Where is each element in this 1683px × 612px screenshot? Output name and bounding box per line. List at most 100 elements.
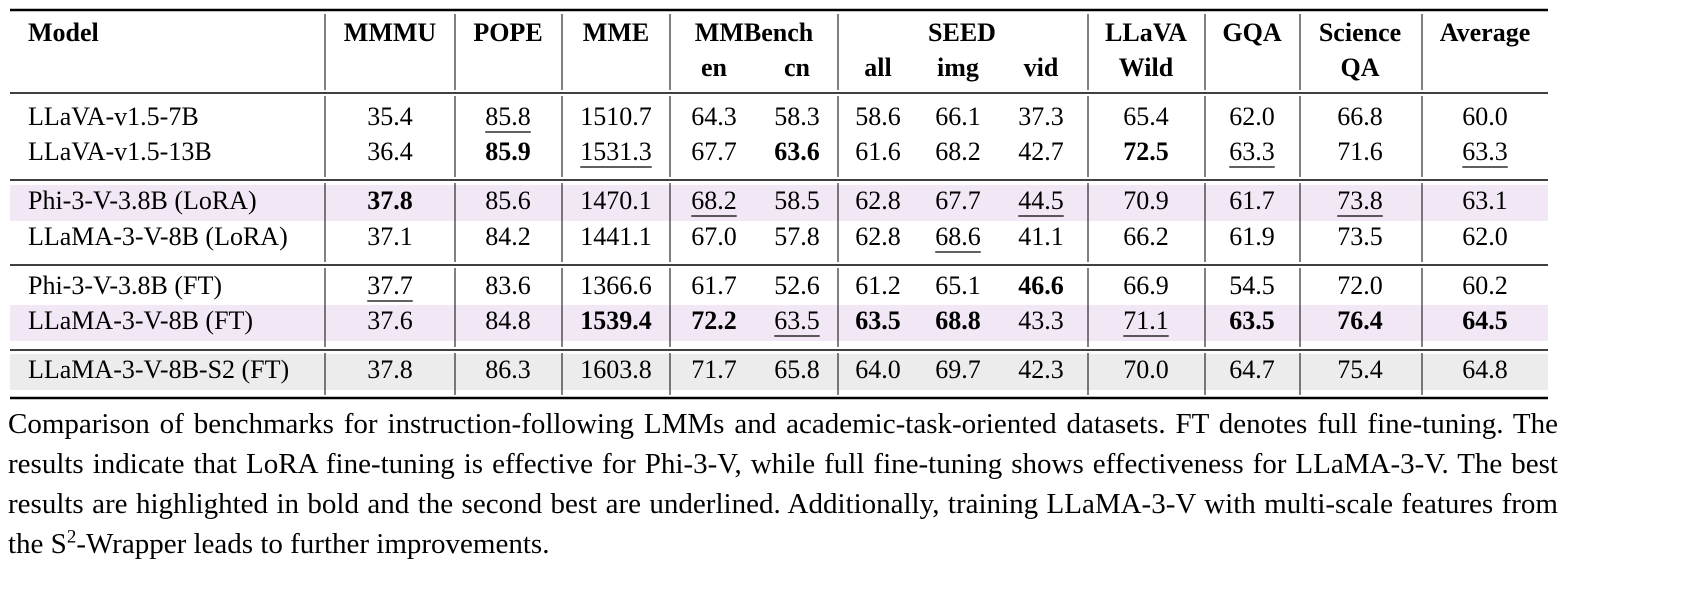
cell: 68.2 <box>935 137 981 166</box>
cell: 71.6 <box>1337 137 1383 166</box>
column-header: POPE <box>473 18 542 47</box>
cell: 1510.7 <box>580 102 652 131</box>
cell: 85.9 <box>485 137 531 166</box>
cell: 46.6 <box>1018 271 1064 300</box>
column-header: Model <box>28 18 99 47</box>
cell: 1531.3 <box>580 137 652 166</box>
cell: 73.5 <box>1337 222 1383 251</box>
cell: 42.3 <box>1018 355 1064 384</box>
cell: 37.3 <box>1018 102 1064 131</box>
column-subheader: cn <box>784 53 811 82</box>
cell: 71.1 <box>1123 306 1169 335</box>
cell: 72.0 <box>1337 271 1383 300</box>
cell: 37.8 <box>367 186 413 215</box>
cell: 66.2 <box>1123 222 1169 251</box>
column-header: MMMU <box>344 18 437 47</box>
model-name: Phi-3-V-3.8B (FT) <box>28 271 222 300</box>
cell: 60.0 <box>1462 102 1508 131</box>
cell: 66.8 <box>1337 102 1383 131</box>
cell: 67.7 <box>691 137 737 166</box>
cell: 1539.4 <box>580 306 652 335</box>
cell: 61.7 <box>1229 186 1275 215</box>
column-subheader: QA <box>1341 53 1380 82</box>
model-name: LLaMA-3-V-8B (FT) <box>28 306 253 335</box>
cell: 63.6 <box>774 137 820 166</box>
column-subheader: Wild <box>1119 53 1174 82</box>
cell: 68.2 <box>691 186 737 215</box>
cell: 1441.1 <box>580 222 652 251</box>
cell: 64.5 <box>1462 306 1508 335</box>
cell: 69.7 <box>935 355 981 384</box>
cell: 70.0 <box>1123 355 1169 384</box>
column-subheader: all <box>864 53 891 82</box>
cell: 35.4 <box>367 102 413 131</box>
model-name: LLaVA-v1.5-7B <box>28 102 199 131</box>
cell: 1603.8 <box>580 355 652 384</box>
cell: 66.9 <box>1123 271 1169 300</box>
row-shade <box>10 185 1548 221</box>
caption-text: Comparison of benchmarks for instruction… <box>8 408 1558 560</box>
cell: 67.7 <box>935 186 981 215</box>
cell: 63.3 <box>1229 137 1275 166</box>
cell: 63.5 <box>855 306 901 335</box>
row-shade <box>10 354 1548 390</box>
cell: 68.8 <box>935 306 981 335</box>
cell: 65.4 <box>1123 102 1169 131</box>
cell: 61.2 <box>855 271 901 300</box>
column-header: Science <box>1319 18 1401 47</box>
caption: Comparison of benchmarks for instruction… <box>8 404 1558 564</box>
cell: 37.8 <box>367 355 413 384</box>
cell: 72.5 <box>1123 137 1169 166</box>
cell: 75.4 <box>1337 355 1383 384</box>
column-header: MME <box>583 18 649 47</box>
cell: 37.1 <box>367 222 413 251</box>
column-header: Average <box>1440 18 1530 47</box>
cell: 86.3 <box>485 355 531 384</box>
cell: 63.5 <box>774 306 820 335</box>
column-subheader: en <box>701 53 728 82</box>
caption-superscript: 2 <box>66 526 77 548</box>
column-header: LLaVA <box>1105 18 1187 47</box>
cell: 1366.6 <box>580 271 652 300</box>
caption-text: -Wrapper leads to further improvements. <box>76 528 550 560</box>
cell: 57.8 <box>774 222 820 251</box>
cell: 37.7 <box>367 271 413 300</box>
cell: 63.3 <box>1462 137 1508 166</box>
cell: 42.7 <box>1018 137 1064 166</box>
cell: 36.4 <box>367 137 413 166</box>
cell: 52.6 <box>774 271 820 300</box>
cell: 58.5 <box>774 186 820 215</box>
cell: 76.4 <box>1337 306 1383 335</box>
column-header: GQA <box>1222 18 1281 47</box>
cell: 62.8 <box>855 186 901 215</box>
cell: 64.7 <box>1229 355 1275 384</box>
cell: 63.5 <box>1229 306 1275 335</box>
cell: 64.8 <box>1462 355 1508 384</box>
column-header: MMBench <box>695 18 814 47</box>
cell: 64.3 <box>691 102 737 131</box>
cell: 64.0 <box>855 355 901 384</box>
cell: 1470.1 <box>580 186 652 215</box>
cell: 62.0 <box>1229 102 1275 131</box>
cell: 41.1 <box>1018 222 1064 251</box>
row-shade <box>10 305 1548 341</box>
cell: 65.8 <box>774 355 820 384</box>
cell: 85.6 <box>485 186 531 215</box>
cell: 65.1 <box>935 271 981 300</box>
cell: 61.9 <box>1229 222 1275 251</box>
cell: 72.2 <box>691 306 737 335</box>
cell: 62.0 <box>1462 222 1508 251</box>
cell: 85.8 <box>485 102 531 131</box>
cell: 37.6 <box>367 306 413 335</box>
cell: 73.8 <box>1337 186 1383 215</box>
cell: 58.6 <box>855 102 901 131</box>
cell: 58.3 <box>774 102 820 131</box>
column-subheader: img <box>937 53 979 82</box>
cell: 62.8 <box>855 222 901 251</box>
cell: 83.6 <box>485 271 531 300</box>
cell: 84.2 <box>485 222 531 251</box>
cell: 43.3 <box>1018 306 1064 335</box>
column-subheader: vid <box>1024 53 1059 82</box>
model-name: LLaVA-v1.5-13B <box>28 137 212 166</box>
